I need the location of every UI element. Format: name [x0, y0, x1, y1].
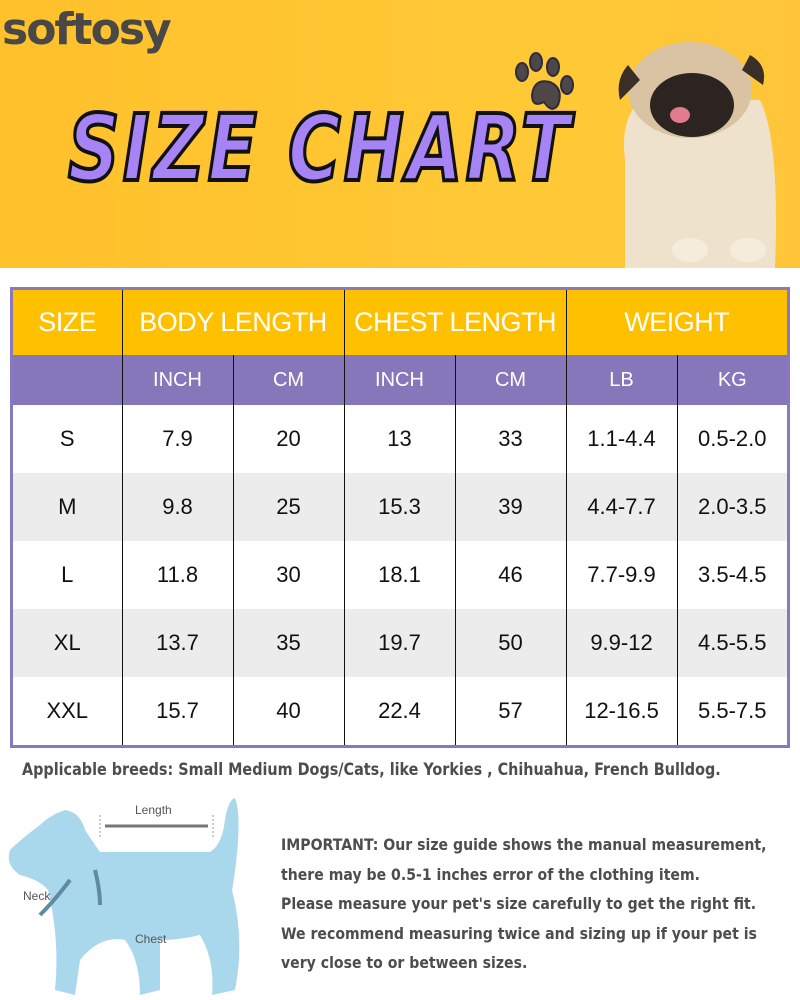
value-cell: 9.9-12 [565, 609, 678, 677]
unit-cell: INCH [121, 355, 233, 405]
value-cell: 20 [232, 405, 344, 473]
value-cell: 7.9 [121, 405, 233, 473]
value-cell: 4.4-7.7 [565, 473, 678, 541]
value-cell: 40 [232, 677, 344, 745]
table-row: XXL 15.7 40 22.4 57 12-16.5 5.5-7.5 [13, 677, 788, 745]
value-cell: 15.7 [121, 677, 233, 745]
unit-cell: LB [565, 355, 678, 405]
value-cell: 33 [454, 405, 567, 473]
unit-cell: CM [232, 355, 344, 405]
note-line: there may be 0.5-1 inches error of the c… [281, 864, 701, 884]
value-cell: 13 [343, 405, 455, 473]
value-cell: 9.8 [121, 473, 233, 541]
value-cell: 18.1 [343, 541, 455, 609]
group-header-row: SIZE BODY LENGTH CHEST LENGTH WEIGHT [13, 290, 788, 355]
pug-photo [618, 42, 776, 268]
header-body-length: BODY LENGTH [121, 290, 344, 355]
value-cell: 25 [232, 473, 344, 541]
value-cell: 0.5-2.0 [676, 405, 788, 473]
unit-cell: KG [676, 355, 788, 405]
unit-header-row: INCH CM INCH CM LB KG [13, 355, 788, 405]
table-row: S 7.9 20 13 33 1.1-4.4 0.5-2.0 [13, 405, 788, 473]
note-line: Please measure your pet's size carefully… [281, 894, 757, 913]
neck-label: Neck [23, 889, 51, 903]
chest-label: Chest [135, 932, 167, 946]
size-cell: XL [13, 609, 122, 677]
brand-logo: softosy [2, 4, 172, 55]
paw-icon [515, 52, 574, 110]
value-cell: 11.8 [121, 541, 233, 609]
size-table: SIZE BODY LENGTH CHEST LENGTH WEIGHT INC… [10, 287, 790, 748]
size-cell: XXL [46, 698, 89, 723]
unit-cell: CM [454, 355, 567, 405]
header-chest-length: CHEST LENGTH [343, 290, 567, 355]
note-line: We recommend measuring twice and sizing … [281, 923, 757, 943]
value-cell: 12-16.5 [565, 677, 678, 745]
size-cell: L [61, 562, 74, 587]
value-cell: 1.1-4.4 [565, 405, 678, 473]
value-cell: 30 [232, 541, 344, 609]
page-title: SIZE CHART [66, 93, 573, 204]
unit-cell [13, 355, 122, 405]
value-cell: 50 [454, 609, 567, 677]
value-cell: 2.0-3.5 [676, 473, 788, 541]
value-cell: 19.7 [343, 609, 455, 677]
value-cell: 57 [454, 677, 567, 745]
note-line: very close to or between sizes. [281, 953, 528, 972]
size-cell: M [13, 473, 122, 541]
value-cell: 46 [454, 541, 567, 609]
header-weight: WEIGHT [565, 290, 788, 355]
header-size: SIZE [13, 290, 122, 355]
table-row: L 11.8 30 18.1 46 7.7-9.9 3.5-4.5 [13, 541, 788, 609]
table-row: M 9.8 25 15.3 39 4.4-7.7 2.0-3.5 [13, 473, 788, 541]
table-row: XL 13.7 35 19.7 50 9.9-12 4.5-5.5 [13, 609, 788, 677]
value-cell: 3.5-4.5 [676, 541, 788, 609]
value-cell: 15.3 [343, 473, 455, 541]
value-cell: 4.5-5.5 [676, 609, 788, 677]
applicable-breeds: Applicable breeds: Small Medium Dogs/Cat… [22, 760, 721, 780]
banner: softosy SIZE CHART [0, 0, 800, 268]
value-cell: 13.7 [121, 609, 233, 677]
important-note: IMPORTANT: Our size guide shows the manu… [281, 830, 767, 978]
value-cell: 39 [454, 473, 567, 541]
length-label: Length [135, 803, 172, 817]
value-cell: 35 [232, 609, 344, 677]
value-cell: 22.4 [343, 677, 455, 745]
unit-cell: INCH [343, 355, 455, 405]
note-line: IMPORTANT: Our size guide shows the manu… [281, 835, 767, 854]
size-cell: S [59, 426, 75, 451]
value-cell: 7.7-9.9 [565, 541, 678, 609]
dog-measurement-diagram: Length Neck Chest [8, 798, 240, 995]
value-cell: 5.5-7.5 [676, 677, 788, 745]
